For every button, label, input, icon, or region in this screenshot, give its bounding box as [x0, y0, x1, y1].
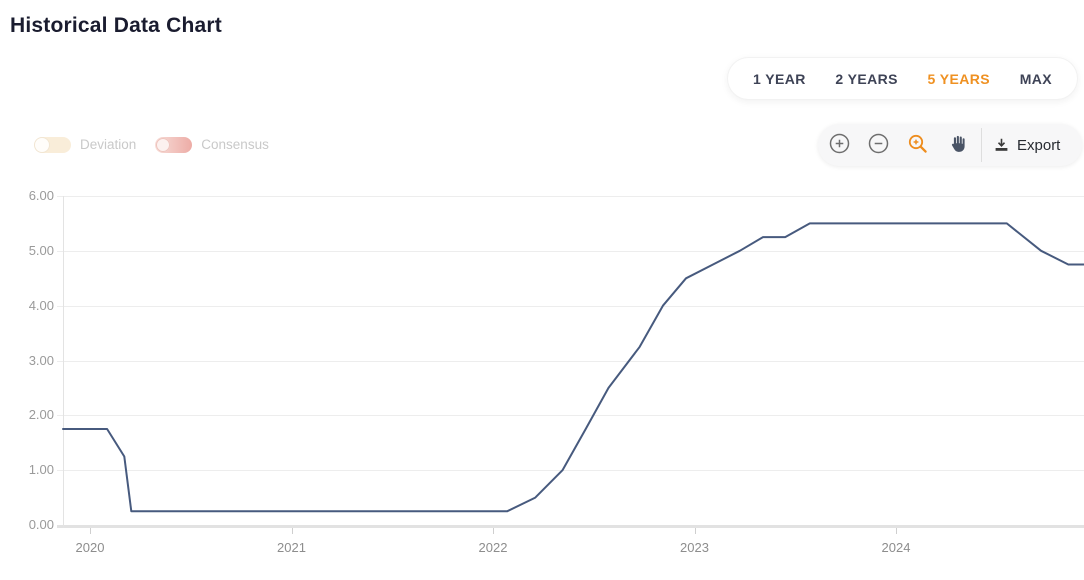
consensus-toggle[interactable] — [155, 136, 193, 153]
y-axis-label: 3.00 — [28, 352, 54, 368]
time-range-selector: 1 YEAR 2 YEARS 5 YEARS MAX — [728, 58, 1077, 99]
export-button-label: Export — [1017, 136, 1061, 154]
x-axis-tick — [291, 528, 293, 534]
download-icon — [993, 137, 1010, 154]
x-axis-label: 2023 — [680, 540, 709, 555]
consensus-toggle-label: Consensus — [201, 137, 269, 152]
zoom-out-icon — [868, 133, 889, 157]
x-axis-tick — [493, 528, 494, 534]
x-axis-label: 2020 — [75, 540, 105, 555]
zoom-in-icon — [829, 133, 850, 157]
x-axis-label: 2021 — [277, 540, 306, 555]
y-axis-label: 1.00 — [28, 462, 54, 478]
deviation-toggle-knob — [35, 137, 49, 152]
y-axis-label: 2.00 — [28, 407, 54, 423]
zoom-in-button[interactable] — [820, 124, 859, 166]
x-axis-tick — [694, 528, 696, 534]
zoom-selection-button[interactable] — [898, 124, 937, 166]
x-axis-label: 2024 — [881, 540, 911, 555]
export-button[interactable]: Export — [993, 137, 1060, 154]
chart-plot-area[interactable] — [63, 196, 1084, 525]
chart-toolbar: Export — [818, 124, 1082, 166]
page-title: Historical Data Chart — [10, 14, 222, 37]
range-2-years-button[interactable]: 2 YEARS — [827, 67, 905, 91]
consensus-toggle-knob — [156, 137, 171, 152]
x-axis-line — [57, 525, 1084, 528]
zoom-selection-icon — [907, 133, 929, 158]
y-axis-label: 0.00 — [28, 517, 54, 532]
deviation-toggle[interactable] — [34, 136, 71, 153]
x-axis-tick — [896, 528, 897, 534]
x-axis-label: 2022 — [478, 540, 508, 555]
toolbar-divider — [981, 128, 982, 162]
range-1-year-button[interactable]: 1 YEAR — [745, 67, 814, 91]
zoom-out-button[interactable] — [859, 124, 898, 166]
x-axis-tick — [90, 528, 91, 534]
y-axis-label: 4.00 — [28, 297, 54, 313]
pan-button[interactable] — [937, 124, 976, 166]
deviation-toggle-label: Deviation — [80, 137, 137, 152]
series-toggles: Deviation Consensus — [34, 136, 269, 153]
y-axis-label: 5.00 — [28, 242, 54, 258]
range-max-button[interactable]: MAX — [1012, 67, 1060, 91]
pan-hand-icon — [947, 134, 967, 157]
range-5-years-button[interactable]: 5 YEARS — [920, 67, 998, 91]
y-axis-label: 6.00 — [28, 188, 54, 203]
y-gridline — [57, 196, 1084, 197]
